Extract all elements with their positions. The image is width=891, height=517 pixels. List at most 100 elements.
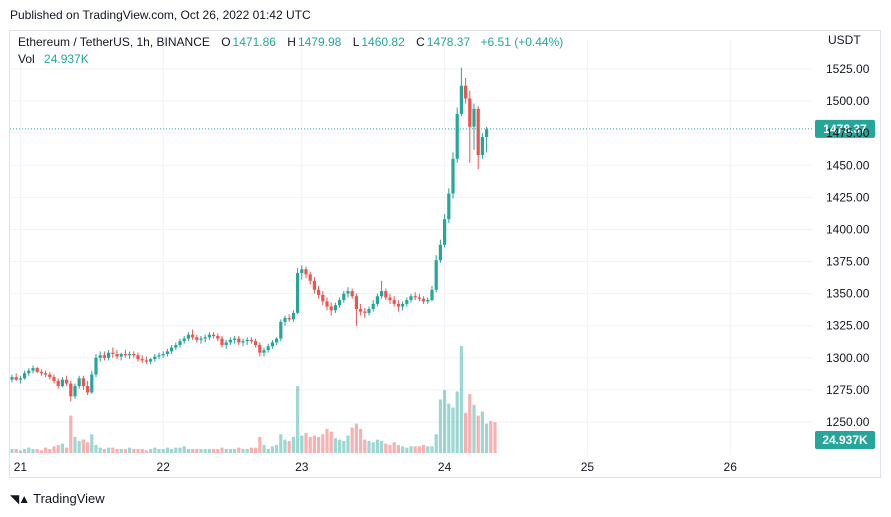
candle-body xyxy=(417,297,421,299)
volume-bar xyxy=(48,448,52,453)
y-tick-label: 1250.00 xyxy=(826,415,870,429)
candle-body xyxy=(174,344,178,348)
volume-bar xyxy=(157,448,161,453)
candle-body xyxy=(359,309,363,312)
volume-bar xyxy=(312,435,316,453)
candle-body xyxy=(321,294,325,302)
candle-body xyxy=(287,318,291,320)
volume-bar xyxy=(149,448,153,453)
volume-bar xyxy=(459,346,463,453)
candle-body xyxy=(485,129,489,138)
candle-body xyxy=(447,193,451,220)
volume-label: Vol xyxy=(18,52,35,66)
candle-body xyxy=(367,309,371,313)
volume-bar xyxy=(262,444,266,453)
last-price-value: 1478.37 xyxy=(823,122,867,136)
volume-bar xyxy=(338,439,342,453)
volume-bar xyxy=(224,448,228,453)
candle-body xyxy=(132,353,136,356)
candle-body xyxy=(77,378,81,387)
candle-body xyxy=(220,338,224,345)
volume-bar xyxy=(350,427,354,453)
volume-bar xyxy=(220,447,224,453)
volume-bar xyxy=(409,446,413,453)
volume-bar xyxy=(44,447,48,453)
volume-bar xyxy=(430,446,434,453)
volume-bar xyxy=(186,448,190,453)
y-tick-label: 1375.00 xyxy=(826,255,870,269)
candle-body xyxy=(161,353,165,356)
volume-bar xyxy=(60,443,64,453)
volume-bar xyxy=(195,448,199,453)
candle-body xyxy=(401,303,405,307)
candle-body xyxy=(123,353,127,356)
volume-bar xyxy=(111,447,115,453)
close-label: C xyxy=(416,35,425,49)
candle-body xyxy=(249,339,253,342)
candle-body xyxy=(23,373,27,379)
candle-body xyxy=(10,377,14,380)
volume-bar xyxy=(434,434,438,453)
candle-body xyxy=(48,374,52,378)
volume-bar xyxy=(107,447,111,453)
volume-bar xyxy=(258,436,262,453)
candle-body xyxy=(304,269,308,275)
volume-bar xyxy=(136,448,140,453)
candle-body xyxy=(459,85,463,114)
candle-body xyxy=(308,274,312,281)
close-value: 1478.37 xyxy=(426,35,471,49)
y-tick-label: 1525.00 xyxy=(826,62,870,76)
candle-body xyxy=(291,312,295,320)
candle-body xyxy=(237,338,241,343)
candle-body xyxy=(363,311,367,313)
candle-body xyxy=(371,303,375,310)
last-price-badge xyxy=(815,119,875,138)
volume-bar xyxy=(241,448,245,453)
time-axis: 21 22 23 24 25 26 xyxy=(14,460,737,474)
candle-body xyxy=(65,379,69,384)
volume-bar xyxy=(317,436,321,453)
volume-bar xyxy=(115,448,119,453)
volume-bar xyxy=(321,434,325,453)
candle-body xyxy=(31,368,35,371)
volume-bar xyxy=(245,448,249,453)
candle-body xyxy=(144,360,148,362)
y-tick-label: 1400.00 xyxy=(826,222,870,236)
volume-bar xyxy=(52,446,56,453)
high-label: H xyxy=(287,35,296,49)
volume-bar xyxy=(165,447,169,453)
candle-body xyxy=(300,269,304,274)
candle-body xyxy=(275,338,279,343)
y-tick-label: 1300.00 xyxy=(826,351,870,365)
candle-body xyxy=(52,377,56,381)
volume-bar xyxy=(77,440,81,453)
volume-bar xyxy=(476,415,480,453)
candle-body xyxy=(56,380,60,387)
volume-bar xyxy=(380,440,384,453)
volume-bar xyxy=(35,448,39,453)
candle-body xyxy=(39,371,43,374)
candle-body xyxy=(178,341,182,345)
candle-body xyxy=(98,355,102,358)
volume-bar xyxy=(191,448,195,453)
candle-body xyxy=(434,260,438,290)
volume-bar xyxy=(161,448,165,453)
candle-body xyxy=(165,351,169,354)
volume-bar xyxy=(140,448,144,453)
candle-body xyxy=(325,301,329,307)
volume-bar xyxy=(228,448,232,453)
tradingview-brand[interactable]: ◥▲ TradingView xyxy=(10,491,105,506)
volume-bar xyxy=(132,448,136,453)
candle-body xyxy=(119,353,123,357)
candle-body xyxy=(149,359,153,362)
candle-body xyxy=(480,137,484,156)
candle-body xyxy=(18,378,22,380)
candle-body xyxy=(228,339,232,343)
volume-bar xyxy=(405,447,409,453)
candle-body xyxy=(270,342,274,347)
volume-bar xyxy=(144,450,148,453)
volume-bar xyxy=(69,415,73,453)
volume-bar xyxy=(174,447,178,453)
candle-body xyxy=(396,303,400,307)
